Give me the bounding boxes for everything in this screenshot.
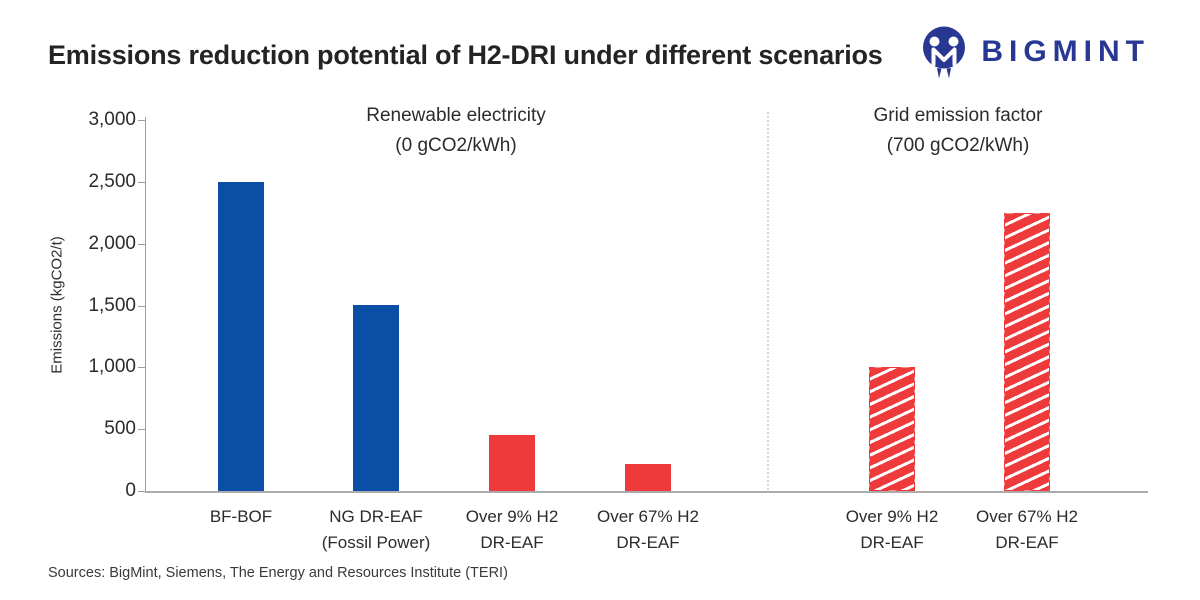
y-tick-mark	[138, 243, 145, 245]
x-axis-label: BF-BOF	[166, 504, 316, 530]
x-axis-label-line: DR-EAF	[616, 533, 680, 552]
section-divider	[767, 112, 769, 490]
bar-ng-dr-eaf-fossil-power	[353, 305, 399, 491]
x-axis-label-line: Over 9% H2	[465, 507, 559, 526]
x-axis-label: Over 67% H2 DR-EAF	[952, 504, 1102, 556]
y-tick-label: 1,000	[88, 356, 136, 378]
x-axis-label-line: Over 67% H2	[975, 507, 1079, 526]
x-axis-label-line: DR-EAF	[860, 533, 924, 552]
sources-note: Sources: BigMint, Siemens, The Energy an…	[48, 565, 508, 581]
y-tick-label: 1,500	[88, 294, 136, 316]
y-tick-mark	[138, 181, 145, 183]
y-tick-label: 3,000	[88, 109, 136, 130]
y-tick-mark	[138, 120, 145, 121]
bar-over-9-h2-dr-eaf	[489, 435, 535, 491]
x-axis-label: NG DR-EAF (Fossil Power)	[301, 504, 451, 556]
x-axis-label-line: Over 67% H2	[596, 507, 700, 526]
bar-over-9-h2-dr-eaf	[869, 367, 915, 491]
section-header-grid: Grid emission factor (700 gCO2/kWh)	[768, 101, 1148, 161]
x-axis-label-line: NG DR-EAF	[329, 507, 423, 526]
y-axis-line	[145, 117, 146, 491]
bar-over-67-h2-dr-eaf	[625, 464, 671, 491]
section-title-renewable: Renewable electricity	[366, 105, 546, 126]
y-tick-mark	[138, 305, 145, 307]
page-title: Emissions reduction potential of H2-DRI …	[48, 40, 883, 70]
brand-name: BIGMINT	[981, 35, 1150, 68]
bigmint-icon	[923, 26, 966, 79]
x-axis-label-line: DR-EAF	[480, 533, 544, 552]
section-subtitle-renewable: (0 gCO2/kWh)	[395, 135, 517, 156]
bar-over-67-h2-dr-eaf	[1004, 213, 1050, 491]
y-tick-mark	[138, 429, 145, 431]
x-axis-label: Over 9% H2 DR-EAF	[817, 504, 967, 556]
x-axis-label-line: Over 9% H2	[845, 507, 939, 526]
x-axis-label: Over 67% H2 DR-EAF	[573, 504, 723, 556]
x-axis-label-line: BF-BOF	[209, 507, 273, 526]
section-title-grid: Grid emission factor	[873, 105, 1043, 126]
y-tick-label: 500	[104, 418, 136, 440]
bar-bf-bof	[218, 182, 264, 491]
x-axis-label-line: DR-EAF	[995, 533, 1059, 552]
y-tick-mark	[138, 491, 145, 492]
x-axis-line	[145, 491, 1148, 493]
y-tick-label: 0	[125, 480, 136, 501]
bigmint-logo: BIGMINT	[919, 24, 1150, 80]
y-tick-label: 2,000	[88, 232, 136, 254]
y-tick-label: 2,500	[88, 170, 136, 192]
x-axis-label: Over 9% H2 DR-EAF	[437, 504, 587, 556]
y-tick-mark	[138, 367, 145, 369]
section-header-renewable: Renewable electricity (0 gCO2/kWh)	[156, 101, 756, 161]
x-axis-label-line: (Fossil Power)	[321, 533, 431, 552]
section-subtitle-grid: (700 gCO2/kWh)	[886, 135, 1030, 156]
